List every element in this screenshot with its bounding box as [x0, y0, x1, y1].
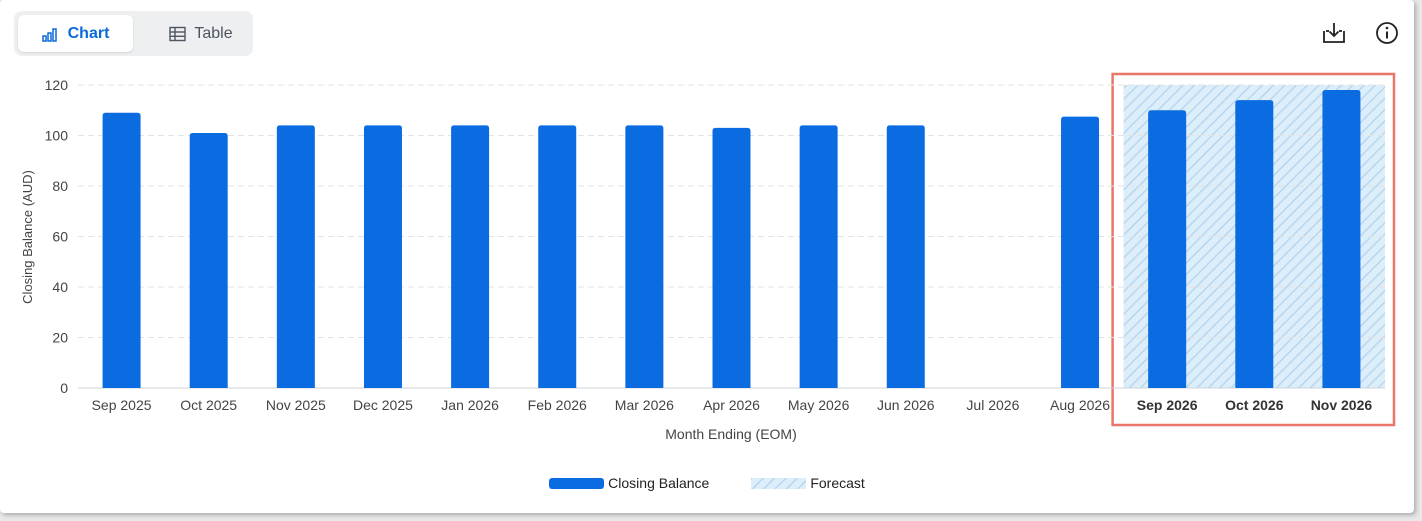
bar[interactable] — [1061, 116, 1100, 388]
x-tick-label: Sep 2026 — [1137, 397, 1198, 413]
forecast-highlight-box — [1111, 72, 1396, 427]
download-icon[interactable] — [1321, 20, 1347, 46]
bar-chart-icon — [41, 27, 57, 42]
y-tick-label: 0 — [60, 380, 68, 396]
bar[interactable] — [1148, 110, 1187, 388]
view-toggle: Chart Table — [14, 11, 253, 56]
info-icon[interactable] — [1374, 20, 1400, 46]
legend-item-closing-balance[interactable]: Closing Balance — [549, 475, 709, 491]
table-icon — [169, 26, 187, 41]
x-tick-label: Nov 2025 — [266, 397, 326, 413]
bar-chart: 0 20 40 60 80 100 120 Sep 2025 Oct 2025 Nov 2025 D… — [20, 72, 1396, 442]
table-tab[interactable]: Table — [154, 15, 248, 52]
bar[interactable] — [189, 132, 228, 388]
chart-tab[interactable]: Chart — [18, 15, 133, 52]
y-tick-label: 60 — [52, 229, 68, 245]
bar[interactable] — [102, 112, 141, 389]
y-tick-label: 20 — [52, 330, 68, 346]
legend-swatch-forecast — [751, 477, 807, 489]
x-tick-label: Nov 2026 — [1311, 397, 1373, 413]
y-tick-label: 80 — [52, 178, 68, 194]
x-tick-label: Sep 2025 — [92, 397, 152, 413]
bar[interactable] — [1235, 100, 1274, 389]
x-tick-label: Jul 2026 — [966, 397, 1019, 413]
x-tick-label: Oct 2026 — [1225, 397, 1284, 413]
x-tick-label: Jan 2026 — [441, 397, 499, 413]
x-tick-label: Dec 2025 — [353, 397, 413, 413]
bar[interactable] — [363, 125, 402, 389]
table-tab-label: Table — [194, 24, 233, 42]
chart-legend: Closing Balance Forecast — [0, 475, 1414, 491]
legend-label-forecast: Forecast — [810, 475, 865, 491]
x-axis-label: Month Ending (EOM) — [665, 426, 797, 442]
x-tick-label: Mar 2026 — [615, 397, 674, 413]
bar[interactable] — [538, 125, 577, 389]
y-tick-label: 100 — [45, 128, 69, 144]
x-tick-label: Aug 2026 — [1050, 397, 1110, 413]
y-tick-label: 40 — [52, 279, 68, 295]
x-tick-label: Feb 2026 — [528, 397, 587, 413]
x-tick-label: Apr 2026 — [703, 397, 760, 413]
y-axis-label: Closing Balance (AUD) — [20, 170, 35, 304]
legend-label-closing-balance: Closing Balance — [608, 475, 710, 491]
bar[interactable] — [451, 125, 490, 389]
chart-tab-label: Chart — [67, 24, 110, 42]
bar[interactable] — [1322, 90, 1361, 389]
y-tick-label: 120 — [45, 77, 69, 93]
x-tick-label: May 2026 — [788, 397, 850, 413]
chart-card: Chart Table — [0, 0, 1414, 513]
x-tick-label: Jun 2026 — [877, 397, 935, 413]
legend-item-forecast[interactable]: Forecast — [751, 475, 865, 491]
bar[interactable] — [799, 125, 838, 389]
legend-swatch-closing-balance — [549, 477, 605, 489]
x-tick-label: Oct 2025 — [180, 397, 237, 413]
bar[interactable] — [712, 127, 751, 389]
bar[interactable] — [886, 125, 925, 389]
bar[interactable] — [625, 125, 664, 389]
bar[interactable] — [276, 125, 315, 389]
